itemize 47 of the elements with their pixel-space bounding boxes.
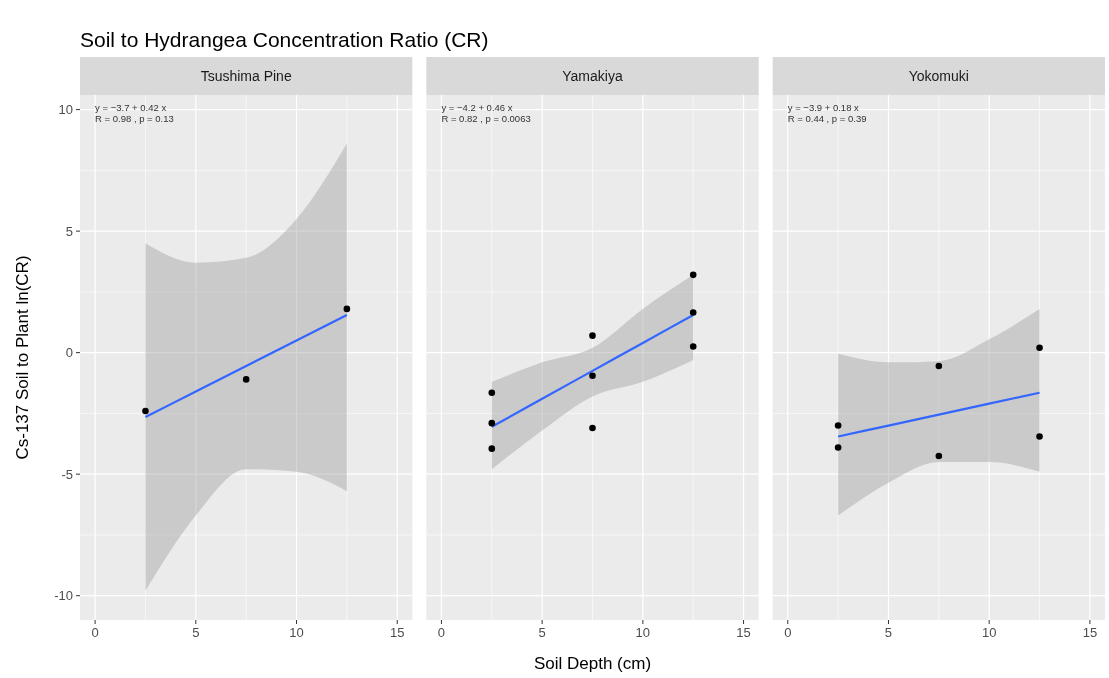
annotation: y = −3.7 + 0.42 x (95, 102, 167, 113)
point (589, 372, 596, 380)
point (689, 309, 697, 316)
point (935, 452, 943, 460)
x-axis-title: Soil Depth (cm) (533, 654, 652, 673)
point (1036, 433, 1043, 440)
point (242, 376, 250, 383)
x-tick-label: 10 (981, 625, 997, 640)
x-tick-label: 10 (635, 625, 651, 640)
point (142, 407, 149, 415)
chart-subtitle: Yamakiya (562, 68, 623, 84)
point (488, 419, 496, 427)
annotation: R = 0.98 , p = 0.13 (95, 113, 174, 124)
annotation: y = −3.9 + 0.18 x (787, 102, 860, 113)
x-tick-label: 5 (884, 625, 893, 640)
y-tick-label: -5 (61, 466, 73, 482)
x-tick-label: 15 (736, 625, 751, 640)
x-tick-label: 0 (91, 625, 99, 640)
chart-subtitle: Yokomuki (908, 68, 969, 84)
point (1036, 344, 1043, 352)
point (488, 445, 496, 452)
x-tick-label: 15 (1082, 625, 1098, 640)
annotation: R = 0.44 , p = 0.39 (787, 113, 867, 124)
point (488, 389, 496, 397)
point (834, 422, 842, 429)
x-tick-label: 10 (289, 625, 304, 640)
point (589, 424, 596, 432)
y-tick-label: 5 (65, 223, 73, 239)
x-tick-label: 15 (389, 625, 405, 640)
y-axis-title: Cs-137 Soil to Plant ln(CR) (13, 255, 32, 460)
annotation: y = −4.2 + 0.46 x (441, 102, 513, 113)
annotation: R = 0.82 , p = 0.0063 (441, 113, 531, 124)
point (689, 343, 697, 350)
chart-title: Soil to Hydrangea Concentration Ratio (CR) (80, 28, 489, 51)
point (589, 332, 596, 339)
x-tick-label: 5 (538, 625, 546, 640)
x-tick-label: 0 (437, 625, 446, 640)
x-tick-label: 5 (192, 625, 200, 640)
y-tick-label: 10 (58, 102, 73, 118)
point (935, 362, 943, 370)
point (343, 305, 351, 313)
point (834, 444, 842, 451)
point (689, 271, 697, 279)
chart-subtitle: Tsushima Pine (200, 68, 292, 84)
y-tick-label: -10 (54, 588, 73, 604)
x-tick-label: 0 (784, 625, 792, 640)
y-tick-label: 0 (65, 345, 73, 361)
